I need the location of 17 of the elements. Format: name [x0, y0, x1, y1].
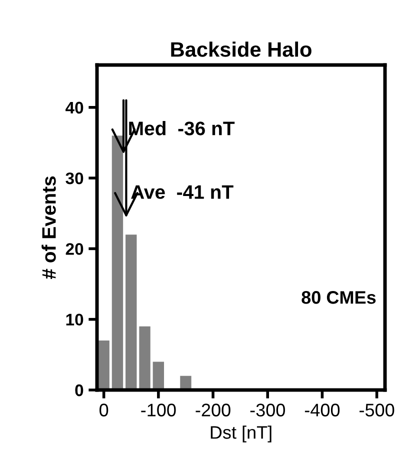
x-tick-label: -300 [250, 404, 285, 416]
y-tick-label: 20 [66, 243, 84, 255]
annotation: Med -36 nT [129, 121, 235, 136]
annotation: Ave -41 nT [131, 185, 234, 199]
x-axis-title: Dst [nT] [210, 426, 272, 442]
x-tick-label: -400 [304, 404, 340, 416]
x-tick-label: -500 [360, 404, 394, 416]
y-axis-title: # of Events [42, 176, 56, 280]
annotation: 80 CMEs [302, 291, 376, 304]
chart-title: Backside Halo [171, 42, 312, 57]
x-tick-label: 0 [100, 404, 108, 416]
x-tick-label: -200 [196, 404, 230, 416]
y-tick-label: 10 [66, 314, 84, 326]
y-tick-label: 0 [75, 384, 84, 396]
y-tick-label: 30 [66, 172, 84, 184]
y-tick-label: 40 [66, 102, 84, 114]
x-tick-label: -100 [141, 404, 176, 416]
